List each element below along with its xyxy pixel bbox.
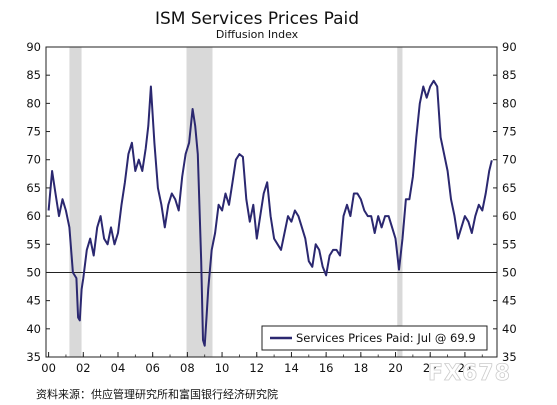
chart-subtitle: Diffusion Index [216, 28, 299, 41]
series-layer [47, 79, 493, 347]
y-tick-label-right: 75 [502, 125, 517, 139]
y-tick-label-right: 90 [502, 40, 517, 54]
x-tick-label: 14 [284, 361, 299, 375]
x-tick-label: 12 [249, 361, 264, 375]
x-tick-label: 18 [354, 361, 369, 375]
y-tick-label-right: 55 [502, 237, 517, 251]
legend-label: Services Prices Paid: Jul @ 69.9 [296, 331, 476, 345]
right-y-axis: 90 85 80 75 70 65 60 55 50 45 40 35 [493, 40, 517, 364]
x-tick-label: 06 [145, 361, 160, 375]
recession-band-0 [69, 47, 82, 357]
y-tick-label-left: 45 [26, 294, 41, 308]
y-tick-label-left: 40 [26, 322, 41, 336]
x-tick-label: 00 [41, 361, 56, 375]
legend: Services Prices Paid: Jul @ 69.9 [261, 325, 488, 351]
x-tick-label: 10 [215, 361, 230, 375]
y-tick-label-right: 45 [502, 294, 517, 308]
source-note: 资料来源：供应管理研究所和富国银行经济研究院 [36, 387, 278, 401]
y-tick-label-left: 70 [26, 153, 41, 167]
x-tick-label: 16 [319, 361, 334, 375]
x-tick-label: 08 [180, 361, 195, 375]
y-tick-label-left: 75 [26, 125, 41, 139]
y-tick-label-left: 80 [26, 96, 41, 110]
y-tick-label-right: 70 [502, 153, 517, 167]
y-tick-label-right: 80 [502, 96, 517, 110]
x-tick-label: 22 [423, 361, 438, 375]
y-tick-label-left: 65 [26, 181, 41, 195]
y-tick-label-left: 60 [26, 209, 41, 223]
y-tick-label-right: 35 [502, 350, 517, 364]
x-tick-label: 02 [76, 361, 91, 375]
x-tick-label: 24 [458, 361, 473, 375]
chart-title: ISM Services Prices Paid [155, 9, 359, 29]
left-y-axis: 90 85 80 75 70 65 60 55 50 45 40 35 [26, 40, 50, 364]
y-tick-label-right: 40 [502, 322, 517, 336]
x-tick-label: 04 [111, 361, 126, 375]
y-tick-label-right: 50 [502, 265, 517, 279]
watermark-logo: FX678 [428, 361, 511, 386]
y-tick-label-left: 50 [26, 265, 41, 279]
plot-frame [45, 46, 498, 358]
series-line-0 [47, 79, 493, 347]
x-tick-label: 20 [388, 361, 403, 375]
x-axis: 00 02 04 06 08 10 12 14 16 18 20 22 24 [41, 352, 483, 375]
legend-box [261, 325, 488, 351]
recession-band-2 [397, 47, 403, 357]
y-tick-label-left: 85 [26, 68, 41, 82]
y-tick-label-right: 60 [502, 209, 517, 223]
y-tick-label-left: 35 [26, 350, 41, 364]
y-tick-label-left: 55 [26, 237, 41, 251]
y-tick-label-left: 90 [26, 40, 41, 54]
y-tick-label-right: 85 [502, 68, 517, 82]
y-tick-label-right: 65 [502, 181, 517, 195]
